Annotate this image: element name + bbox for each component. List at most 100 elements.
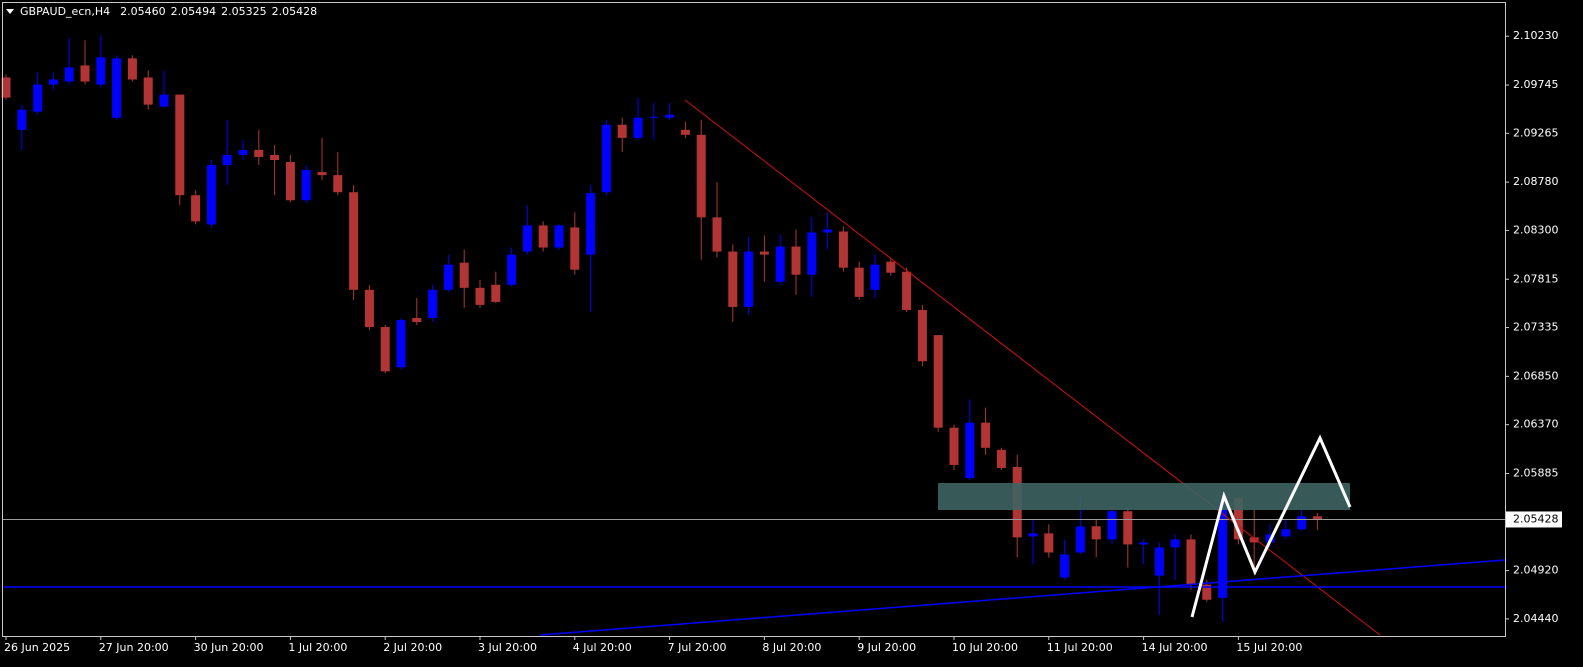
candle-body — [522, 225, 532, 252]
candle-body — [617, 124, 627, 138]
candle-body — [17, 109, 27, 130]
candle-body — [380, 327, 390, 372]
candle-body — [159, 94, 169, 107]
header-value: 2.05428 — [272, 5, 318, 18]
candle-body — [680, 129, 690, 135]
candle-body — [254, 149, 264, 157]
zone — [938, 483, 1350, 510]
candle-body — [475, 287, 485, 305]
x-tick-label: 9 Jul 20:00 — [857, 641, 916, 654]
candle-body — [965, 422, 975, 479]
candle-body — [1060, 554, 1070, 578]
candle-body — [728, 251, 738, 307]
candle-body — [1249, 537, 1259, 543]
candle-body — [1281, 529, 1291, 537]
candle-body — [1218, 500, 1228, 598]
candle-body — [712, 217, 722, 252]
y-tick-label: 2.06370 — [1513, 418, 1559, 431]
y-tick-label: 2.07335 — [1513, 321, 1559, 334]
candle-body — [412, 318, 422, 323]
candle-body — [191, 195, 201, 222]
zigzag — [1190, 434, 1352, 618]
frame — [2, 2, 1506, 637]
rising-line — [539, 559, 1506, 636]
candle-body — [270, 154, 280, 161]
drawings — [4, 99, 1506, 636]
candle-body — [206, 165, 216, 225]
candle-body — [1297, 516, 1307, 530]
candle-body — [222, 154, 232, 166]
trend-line — [684, 99, 1381, 636]
candle-body — [696, 134, 706, 218]
candle-body — [1202, 584, 1212, 600]
x-tick-label: 30 Jun 20:00 — [194, 641, 264, 654]
candle-body — [96, 57, 106, 85]
candle-body — [238, 149, 248, 155]
candle-body — [633, 117, 643, 138]
candle-body — [775, 246, 785, 282]
y-tick-label: 2.09265 — [1513, 126, 1559, 139]
candle-body — [854, 267, 864, 297]
candle-body — [48, 79, 58, 85]
candle-body — [601, 124, 611, 193]
y-tick-label: 2.04920 — [1513, 564, 1559, 577]
x-tick-label: 2 Jul 20:00 — [383, 641, 442, 654]
candle-body — [759, 251, 769, 255]
symbol: GBPAUD_ecn,H4 — [20, 5, 110, 18]
candle-body — [1154, 547, 1164, 576]
candle-body — [1107, 511, 1117, 540]
candle-body — [665, 114, 675, 118]
candle-body — [886, 261, 896, 273]
candle-body — [949, 427, 959, 465]
candle-body — [1075, 526, 1085, 553]
candle-body — [364, 289, 374, 328]
candle-body — [807, 232, 817, 275]
candle-body — [554, 225, 564, 248]
y-tick-label: 2.04440 — [1513, 612, 1559, 625]
candle-body — [1044, 533, 1054, 553]
y-tick-label: 2.07815 — [1513, 272, 1559, 285]
candle-body — [649, 116, 659, 118]
candle-body — [870, 264, 880, 290]
candle-body — [64, 67, 74, 82]
candle-body — [301, 170, 311, 201]
candle-body — [744, 251, 754, 307]
candle-body — [1139, 542, 1149, 545]
candle-body — [570, 227, 580, 270]
candle-body — [823, 229, 833, 233]
y-tick-label: 2.08780 — [1513, 175, 1559, 188]
candle-body — [175, 94, 185, 196]
candle-body — [127, 58, 137, 80]
candle-body — [1123, 511, 1133, 545]
x-tick-label: 1 Jul 20:00 — [288, 641, 347, 654]
candle-body — [996, 449, 1006, 468]
x-tick-label: 4 Jul 20:00 — [573, 641, 632, 654]
candle-body — [1312, 516, 1322, 520]
candle-body — [1170, 539, 1180, 548]
candle-body — [285, 162, 295, 201]
candle-body — [538, 225, 548, 248]
current-price-box — [1506, 511, 1562, 528]
candle-body — [902, 271, 912, 310]
header-value: 2.05460 — [120, 5, 166, 18]
x-tick-label: 15 Jul 20:00 — [1236, 641, 1302, 654]
candle-body — [459, 262, 469, 288]
x-tick-label: 8 Jul 20:00 — [762, 641, 821, 654]
candle-body — [333, 175, 343, 193]
header-value: 2.05494 — [171, 5, 217, 18]
header-value: 2.05325 — [221, 5, 267, 18]
candle-body — [491, 284, 501, 302]
candle-body — [1233, 498, 1243, 540]
candles — [1, 35, 1322, 622]
candle-body — [1028, 533, 1038, 537]
candle-body — [933, 335, 943, 428]
candle-body — [981, 422, 991, 448]
candle-body — [1091, 526, 1101, 540]
x-tick-label: 27 Jun 20:00 — [99, 641, 169, 654]
x-tick-label: 26 Jun 2025 — [4, 641, 70, 654]
candle-body — [33, 84, 43, 112]
candle-body — [112, 58, 122, 118]
